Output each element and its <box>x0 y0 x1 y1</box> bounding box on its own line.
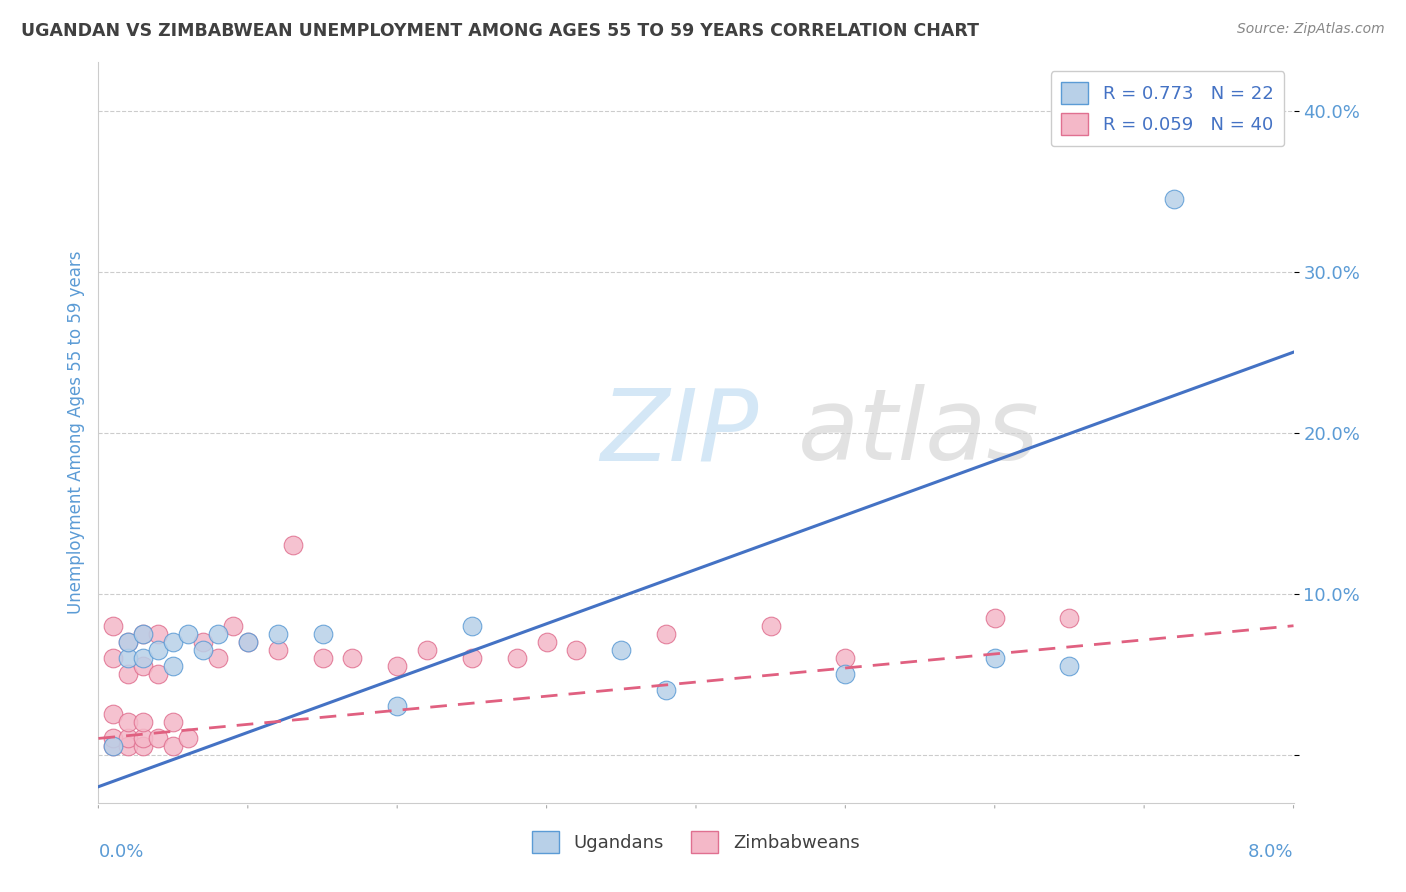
Point <box>506 651 529 665</box>
Point <box>148 731 170 746</box>
Point <box>148 667 170 681</box>
Point <box>984 651 1007 665</box>
Text: atlas: atlas <box>797 384 1039 481</box>
Point <box>565 643 588 657</box>
Point <box>834 651 856 665</box>
Point <box>536 635 558 649</box>
Legend: Ugandans, Zimbabweans: Ugandans, Zimbabweans <box>524 824 868 861</box>
Point <box>132 739 155 754</box>
Point <box>148 643 170 657</box>
Point <box>103 731 125 746</box>
Point <box>132 659 155 673</box>
Point <box>191 643 214 657</box>
Text: 0.0%: 0.0% <box>98 843 143 861</box>
Point <box>984 610 1007 624</box>
Point <box>342 651 364 665</box>
Point <box>311 651 333 665</box>
Point <box>162 635 184 649</box>
Point <box>655 627 678 641</box>
Point <box>461 651 484 665</box>
Text: UGANDAN VS ZIMBABWEAN UNEMPLOYMENT AMONG AGES 55 TO 59 YEARS CORRELATION CHART: UGANDAN VS ZIMBABWEAN UNEMPLOYMENT AMONG… <box>21 22 979 40</box>
Point <box>162 715 184 730</box>
Point <box>132 651 155 665</box>
Point <box>267 643 290 657</box>
Point <box>461 619 484 633</box>
Point <box>132 627 155 641</box>
Point <box>236 635 259 649</box>
Point <box>117 651 139 665</box>
Point <box>1059 659 1081 673</box>
Point <box>148 627 170 641</box>
Point <box>222 619 245 633</box>
Point <box>177 731 200 746</box>
Point <box>103 707 125 722</box>
Point <box>103 651 125 665</box>
Point <box>207 651 229 665</box>
Point <box>117 715 139 730</box>
Point <box>177 627 200 641</box>
Point <box>191 635 214 649</box>
Point <box>207 627 229 641</box>
Point <box>281 538 304 552</box>
Point <box>117 635 139 649</box>
Point <box>834 667 856 681</box>
Point <box>1163 192 1185 206</box>
Point <box>1059 610 1081 624</box>
Point <box>162 659 184 673</box>
Point <box>117 635 139 649</box>
Point <box>132 731 155 746</box>
Point <box>103 739 125 754</box>
Point <box>236 635 259 649</box>
Point <box>117 731 139 746</box>
Point <box>311 627 333 641</box>
Point <box>610 643 633 657</box>
Text: ZIP: ZIP <box>600 384 759 481</box>
Point <box>655 683 678 698</box>
Point <box>416 643 439 657</box>
Point <box>267 627 290 641</box>
Text: Source: ZipAtlas.com: Source: ZipAtlas.com <box>1237 22 1385 37</box>
Point <box>162 739 184 754</box>
Point <box>385 659 409 673</box>
Point <box>132 627 155 641</box>
Y-axis label: Unemployment Among Ages 55 to 59 years: Unemployment Among Ages 55 to 59 years <box>66 251 84 615</box>
Point <box>117 739 139 754</box>
Point <box>385 699 409 714</box>
Point <box>132 715 155 730</box>
Point <box>103 619 125 633</box>
Point <box>103 739 125 754</box>
Point <box>759 619 782 633</box>
Text: 8.0%: 8.0% <box>1249 843 1294 861</box>
Point <box>117 667 139 681</box>
